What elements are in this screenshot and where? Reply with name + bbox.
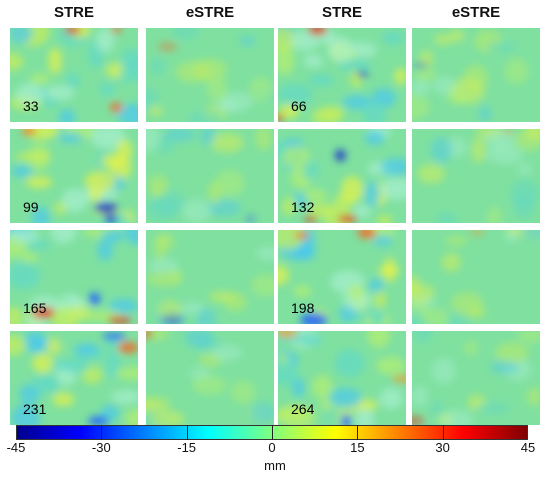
colorbar-tick-label: -45: [6, 440, 26, 455]
error-map-panel: 198: [278, 230, 406, 324]
error-map-panel: 231: [10, 331, 138, 425]
error-map-panel: [412, 28, 540, 122]
error-map-panel: 66: [278, 28, 406, 122]
colorbar-tick-mark: [186, 425, 188, 440]
error-map-panel: [146, 28, 274, 122]
frame-label: 231: [23, 401, 47, 417]
error-map-panel: [412, 331, 540, 425]
error-map-panel: [146, 331, 274, 425]
error-map-panel: [412, 129, 540, 223]
frame-label: 99: [23, 199, 39, 215]
frame-label: 165: [23, 300, 47, 316]
frame-label: 66: [291, 98, 307, 114]
colorbar-tick-label: 15: [350, 440, 365, 455]
frame-label: 33: [23, 98, 39, 114]
frame-label: 132: [291, 199, 315, 215]
column-title-3: STRE: [321, 4, 362, 21]
colorbar-tick-mark: [101, 425, 103, 440]
error-map-panel: [412, 230, 540, 324]
colorbar-tick-mark: [272, 425, 273, 440]
colorbar-tick-mark: [357, 425, 359, 440]
error-map-panel: 33: [10, 28, 138, 122]
frame-label: 198: [291, 300, 315, 316]
colorbar-tick-label: -15: [177, 440, 197, 455]
column-title-4: eSTRE: [451, 4, 501, 21]
colorbar-tick-label: 45: [520, 440, 536, 455]
colorbar-tick-label: -30: [91, 440, 111, 455]
column-title-2: eSTRE: [185, 4, 235, 21]
error-map-panel: 264: [278, 331, 406, 425]
colorbar-tick-mark: [442, 425, 444, 440]
error-map-panel: 99: [10, 129, 138, 223]
colorbar-tick-label: 30: [435, 440, 450, 455]
error-map-panel: 165: [10, 230, 138, 324]
error-map-panel: [146, 230, 274, 324]
error-map-panel: [146, 129, 274, 223]
error-map-panel: 132: [278, 129, 406, 223]
colorbar-tick-label: 0: [268, 440, 276, 455]
frame-label: 264: [291, 401, 315, 417]
error-map-grid: 33 66 99 132 165 198 231 264: [10, 28, 540, 425]
column-title-1: STRE: [53, 4, 94, 21]
colorbar-unit: mm: [264, 458, 286, 473]
